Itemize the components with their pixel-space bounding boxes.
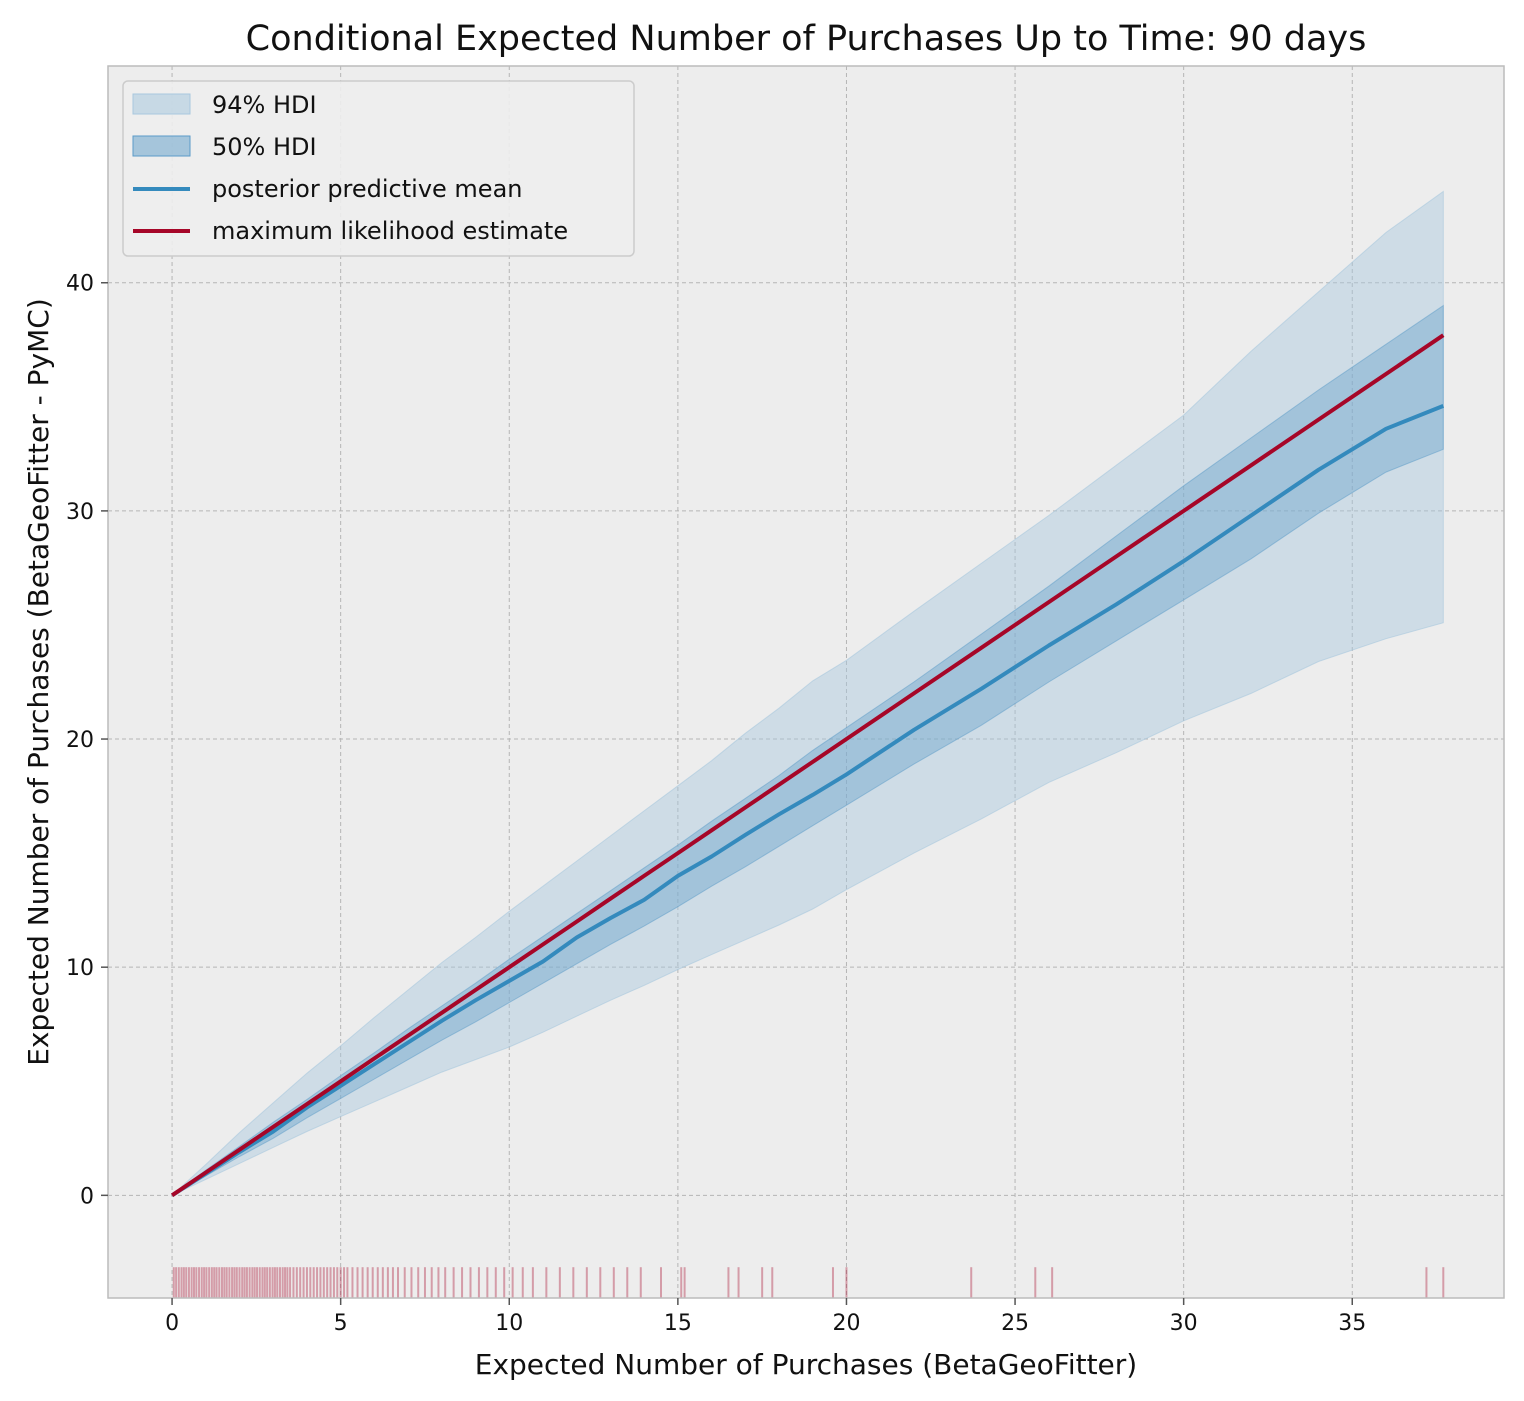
- x-axis-label: Expected Number of Purchases (BetaGeoFit…: [475, 1348, 1137, 1381]
- legend-swatch-hdi94: [132, 93, 191, 115]
- y-axis-ticks: 0 10 20 30 40: [66, 272, 108, 1209]
- legend-swatch-hdi50: [132, 135, 191, 157]
- legend-box: [122, 80, 635, 257]
- x-axis-ticks: 0 5 10 15 20 25 30 35: [165, 1298, 1366, 1336]
- legend-label-mle: maximum likelihood estimate: [212, 217, 568, 245]
- rug-plot: [172, 1267, 1445, 1298]
- legend-label-hdi50: 50% HDI: [212, 133, 317, 161]
- plot-frame: [107, 65, 1505, 1299]
- x-tick-label: 0: [165, 1311, 179, 1336]
- posterior-mean-line: [171, 404, 1445, 1197]
- y-tick-label: 20: [66, 728, 94, 753]
- y-tick-label: 0: [80, 1184, 94, 1209]
- x-tick-label: 20: [832, 1311, 860, 1336]
- legend: 94% HDI 50% HDI posterior predictive mea…: [122, 80, 635, 257]
- x-tick-label: 35: [1338, 1311, 1366, 1336]
- grid-lines: [108, 66, 1504, 1298]
- chart-title: Conditional Expected Number of Purchases…: [246, 19, 1367, 59]
- x-tick-label: 15: [664, 1311, 692, 1336]
- legend-label-hdi94: 94% HDI: [212, 91, 317, 119]
- x-tick-label: 5: [334, 1311, 348, 1336]
- hdi-50-band: [171, 304, 1444, 1196]
- y-tick-label: 10: [66, 956, 94, 981]
- x-tick-label: 25: [1001, 1311, 1029, 1336]
- legend-label-mean: posterior predictive mean: [212, 175, 523, 203]
- x-tick-label: 30: [1170, 1311, 1198, 1336]
- y-tick-label: 30: [66, 500, 94, 525]
- y-axis-label: Expected Number of Purchases (BetaGeoFit…: [22, 298, 55, 1066]
- mle-line: [170, 333, 1445, 1197]
- x-tick-label: 10: [495, 1311, 523, 1336]
- y-tick-label: 40: [66, 272, 94, 297]
